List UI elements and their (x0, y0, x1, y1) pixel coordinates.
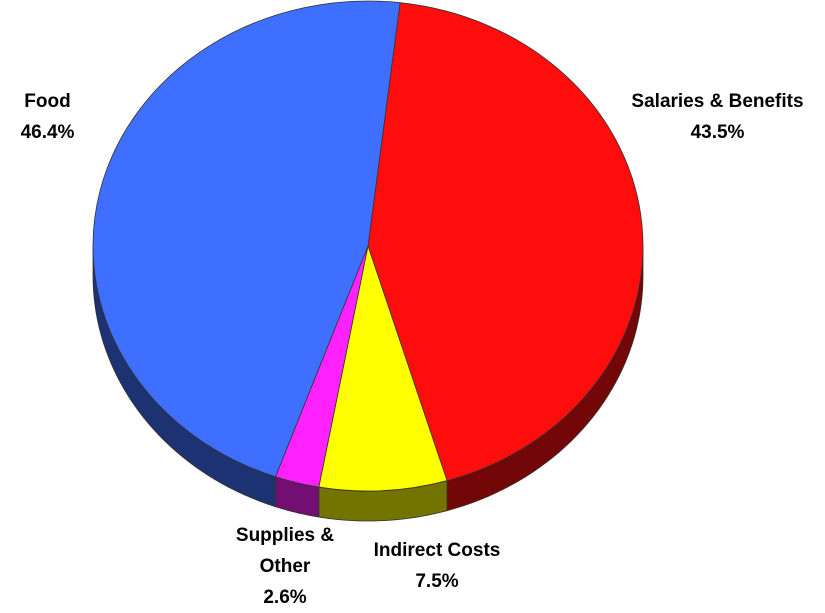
category-label: Salaries & Benefits (631, 91, 804, 112)
slice-label: Supplies & Other 2.6% (215, 520, 355, 613)
slice (367, 2, 644, 482)
value-label: 46.4% (20, 122, 75, 143)
value-label: 43.5% (690, 122, 745, 143)
category-label: Indirect Costs (373, 540, 501, 561)
value-label: 7.5% (415, 571, 459, 592)
slice-label: Indirect Costs 7.5% (352, 535, 522, 597)
slice-label: Food 46.4% (0, 86, 95, 148)
category-label: Supplies & Other (235, 525, 335, 577)
slice (318, 244, 448, 492)
slice-label: Salaries & Benefits 43.5% (605, 86, 825, 148)
category-label: Food (24, 91, 71, 112)
slice (92, 0, 401, 478)
value-label: 2.6% (263, 587, 307, 608)
